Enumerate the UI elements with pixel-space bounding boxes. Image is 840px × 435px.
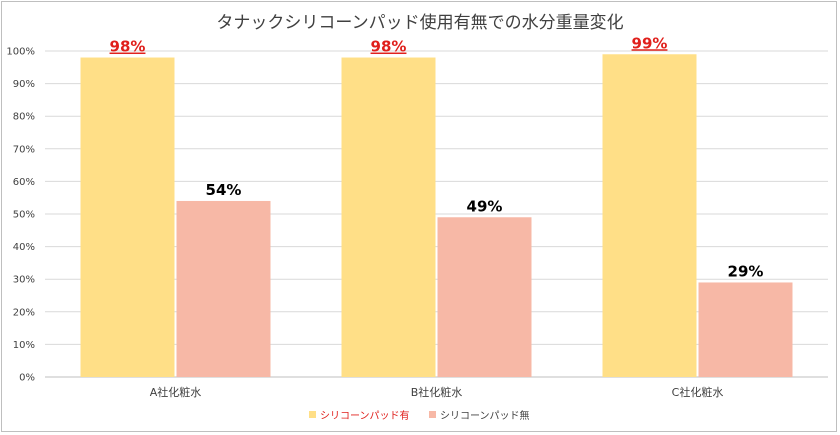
data-labels: 98% 54% 98% 49% 99% 29% bbox=[110, 34, 764, 280]
legend: シリコーンパッド有 シリコーンパッド無 bbox=[309, 409, 530, 422]
data-label: 99% bbox=[632, 34, 668, 52]
y-axis-tick-labels: 0% 10% 20% 30% 40% 50% 60% 70% 80% 90% 100% bbox=[6, 47, 35, 384]
legend-swatch bbox=[309, 411, 316, 418]
bar-without-pad bbox=[698, 282, 793, 377]
y-tick-label: 10% bbox=[13, 340, 35, 351]
y-tick-label: 50% bbox=[13, 210, 35, 221]
bar-with-pad bbox=[341, 57, 436, 378]
y-tick-label: 100% bbox=[6, 47, 35, 58]
y-tick-label: 70% bbox=[13, 144, 35, 155]
y-tick-label: 20% bbox=[13, 307, 35, 318]
data-label: 98% bbox=[371, 38, 407, 56]
y-tick-label: 60% bbox=[13, 177, 35, 188]
category-label: B社化粧水 bbox=[411, 385, 463, 399]
chart-title: タナックシリコーンパッド使用有無での水分重量変化 bbox=[216, 12, 623, 33]
bars bbox=[80, 54, 793, 378]
category-label: A社化粧水 bbox=[150, 385, 202, 399]
gridlines bbox=[45, 50, 828, 378]
y-tick-label: 80% bbox=[13, 112, 35, 123]
y-tick-label: 90% bbox=[13, 79, 35, 90]
y-tick-label: 40% bbox=[13, 242, 35, 253]
data-label: 29% bbox=[728, 262, 764, 280]
category-label: C社化粧水 bbox=[672, 385, 724, 399]
legend-label: シリコーンパッド有 bbox=[320, 409, 410, 422]
legend-label: シリコーンパッド無 bbox=[440, 409, 530, 422]
bar-with-pad bbox=[602, 54, 697, 377]
data-label: 54% bbox=[206, 181, 242, 199]
bar-without-pad bbox=[437, 217, 532, 377]
data-label: 49% bbox=[467, 197, 503, 215]
y-tick-label: 0% bbox=[19, 373, 35, 384]
bar-without-pad bbox=[176, 200, 271, 377]
bar-with-pad bbox=[80, 57, 175, 378]
legend-swatch bbox=[429, 411, 436, 418]
data-label: 98% bbox=[110, 38, 146, 56]
y-tick-label: 30% bbox=[13, 275, 35, 286]
category-labels: A社化粧水 B社化粧水 C社化粧水 bbox=[150, 385, 724, 399]
